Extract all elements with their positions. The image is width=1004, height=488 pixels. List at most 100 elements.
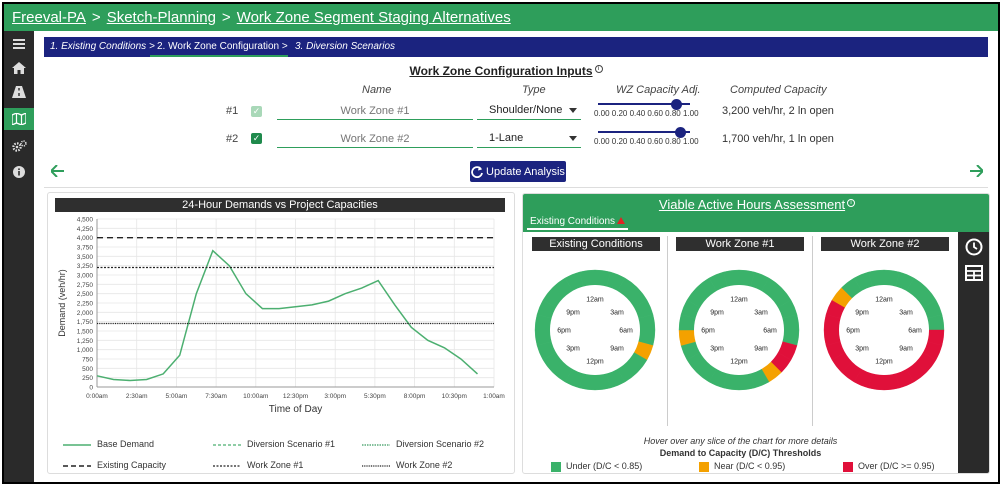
clock-label: 3am [899,310,913,317]
column-header-name: Name [362,84,392,96]
clock-label: 6pm [846,328,860,335]
x-tick-label: 5:30pm [364,393,386,400]
tab-existing-conditions[interactable]: Existing Conditions [527,215,629,230]
y-tick-label: 750 [82,357,93,364]
step-existing-conditions[interactable]: 1. Existing Conditions > [50,41,155,52]
clock-label: 9pm [855,310,869,317]
breadcrumb-link-sketch-planning[interactable]: Sketch-Planning [106,9,216,26]
row-number: #2 [226,133,239,145]
clock-label: 6pm [701,328,715,335]
clock-label: 3pm [855,346,869,353]
y-tick-label: 250 [82,375,93,382]
table-icon[interactable] [962,262,986,284]
y-tick-label: 0 [89,385,93,392]
gears-icon[interactable] [4,135,34,157]
work-zone-2-checkbox[interactable]: ✓ [251,133,262,144]
step-work-zone-configuration[interactable]: 2. Work Zone Configuration > [157,41,288,52]
demand-chart-panel: 24-Hour Demands vs Project Capacities 0 2… [47,192,515,474]
left-sidebar [4,31,34,482]
y-tick-label: 500 [82,366,93,373]
x-tick-label: 1:00am [483,393,505,400]
clock-label: 6am [619,328,633,335]
row-number: #1 [226,105,239,117]
config-title: Work Zone Configuration Inputs i [4,64,998,78]
work-zone-2-capacity-slider[interactable] [598,131,690,133]
thresholds-title: Demand to Capacity (D/C) Thresholds [659,448,822,458]
clock-label: 9pm [566,310,580,317]
clock-label: 6am [763,328,777,335]
column-header-capacity-adj: WZ Capacity Adj. [616,84,701,96]
clock-label: 3pm [710,346,724,353]
clock-label: 12pm [730,359,748,366]
section-divider [44,187,988,188]
column-divider [667,236,668,426]
work-zone-2-computed-capacity: 1,700 veh/hr, 1 ln open [722,133,834,145]
clock-label: 9am [899,346,913,353]
viable-hours-donuts: 12am 3am 6am 9am 12pm 3pm 6pm 9pm 12am 3am 6am 9am 1… [534,269,945,391]
step-navigation: 1. Existing Conditions > 2. Work Zone Co… [44,37,988,57]
step-diversion-scenarios[interactable]: 3. Diversion Scenarios [295,41,396,52]
y-tick-label: 4,000 [77,235,94,242]
donut-center [550,285,640,375]
update-analysis-button[interactable]: Update Analysis [470,161,566,182]
chart-title: 24-Hour Demands vs Project Capacities [55,198,505,212]
x-tick-label: 2:30am [126,393,148,400]
legend-base-demand: Base Demand [63,439,155,449]
y-tick-label: 2,500 [77,291,94,298]
y-tick-label: 4,500 [77,217,94,224]
clock-label: 12am [586,297,604,304]
threshold-near: Near (D/C < 0.95) [699,461,785,472]
slider-tick-labels: 0.00 0.20 0.40 0.60 0.80 1.00 [594,109,699,118]
work-zone-1-name-input[interactable] [277,102,473,120]
y-tick-label: 1,250 [77,338,94,345]
home-icon[interactable] [4,57,34,79]
clock-label: 9pm [710,310,724,317]
y-tick-label: 3,750 [77,245,94,252]
road-icon[interactable] [4,81,34,103]
series-base-demand [96,249,479,382]
work-zone-2-name-input[interactable] [277,130,473,148]
arrow-right-icon[interactable] [970,165,983,177]
y-tick-label: 3,000 [77,273,94,280]
active-step-indicator [150,55,288,57]
work-zone-2-type-select[interactable]: 1-Lane [477,130,581,148]
info-icon[interactable]: i [594,65,603,73]
y-tick-label: 1,750 [77,319,94,326]
work-zone-2-slider-thumb[interactable] [674,127,686,138]
y-tick-label: 3,500 [77,254,94,261]
clock-label: 9am [754,346,768,353]
breadcrumb-link-freeval[interactable]: Freeval-PA [12,9,86,26]
column-divider [812,236,813,426]
x-tick-label: 12:30pm [283,393,308,400]
map-icon[interactable] [4,108,34,130]
menu-icon[interactable] [4,33,34,55]
clock-icon[interactable] [962,236,986,258]
chevron-down-icon [569,136,577,141]
y-tick-label: 1,500 [77,329,94,336]
y-tick-label: 1,000 [77,347,94,354]
work-zone-1-type-select[interactable]: Shoulder/None [477,102,581,120]
breadcrumb-separator: > [91,9,101,26]
clock-label: 6am [908,328,922,335]
viable-hours-header: Viable Active Hours Assessment i Existing… [523,194,989,232]
viable-hours-panel: Viable Active Hours Assessment i Existing… [522,193,990,474]
y-tick-label: 2,750 [77,282,94,289]
breadcrumb-link-current[interactable]: Work Zone Segment Staging Alternatives [236,9,511,26]
work-zone-1-capacity-slider[interactable] [598,103,690,105]
work-zone-1-checkbox[interactable]: ✓ [251,106,262,117]
info-icon[interactable]: i [847,198,856,207]
threshold-under: Under (D/C < 0.85) [551,461,642,472]
clock-label: 3pm [566,346,580,353]
x-axis-label: Time of Day [269,404,323,415]
x-tick-label: 8:00pm [404,393,426,400]
demand-vs-capacity-chart: 0 250 500 750 1,000 1,250 1,500 1,750 2,000 2,250… [57,217,505,416]
warning-icon [617,217,626,224]
arrow-left-icon[interactable] [51,165,64,177]
x-tick-label: 3:00pm [324,393,346,400]
info-icon[interactable] [4,161,34,183]
x-tick-label: 10:30pm [442,393,467,400]
y-axis-label: Demand (veh/hr) [57,269,67,337]
x-tick-label: 10:00am [243,393,268,400]
work-zone-1-slider-thumb[interactable] [671,99,683,110]
y-tick-label: 2,000 [77,310,94,317]
